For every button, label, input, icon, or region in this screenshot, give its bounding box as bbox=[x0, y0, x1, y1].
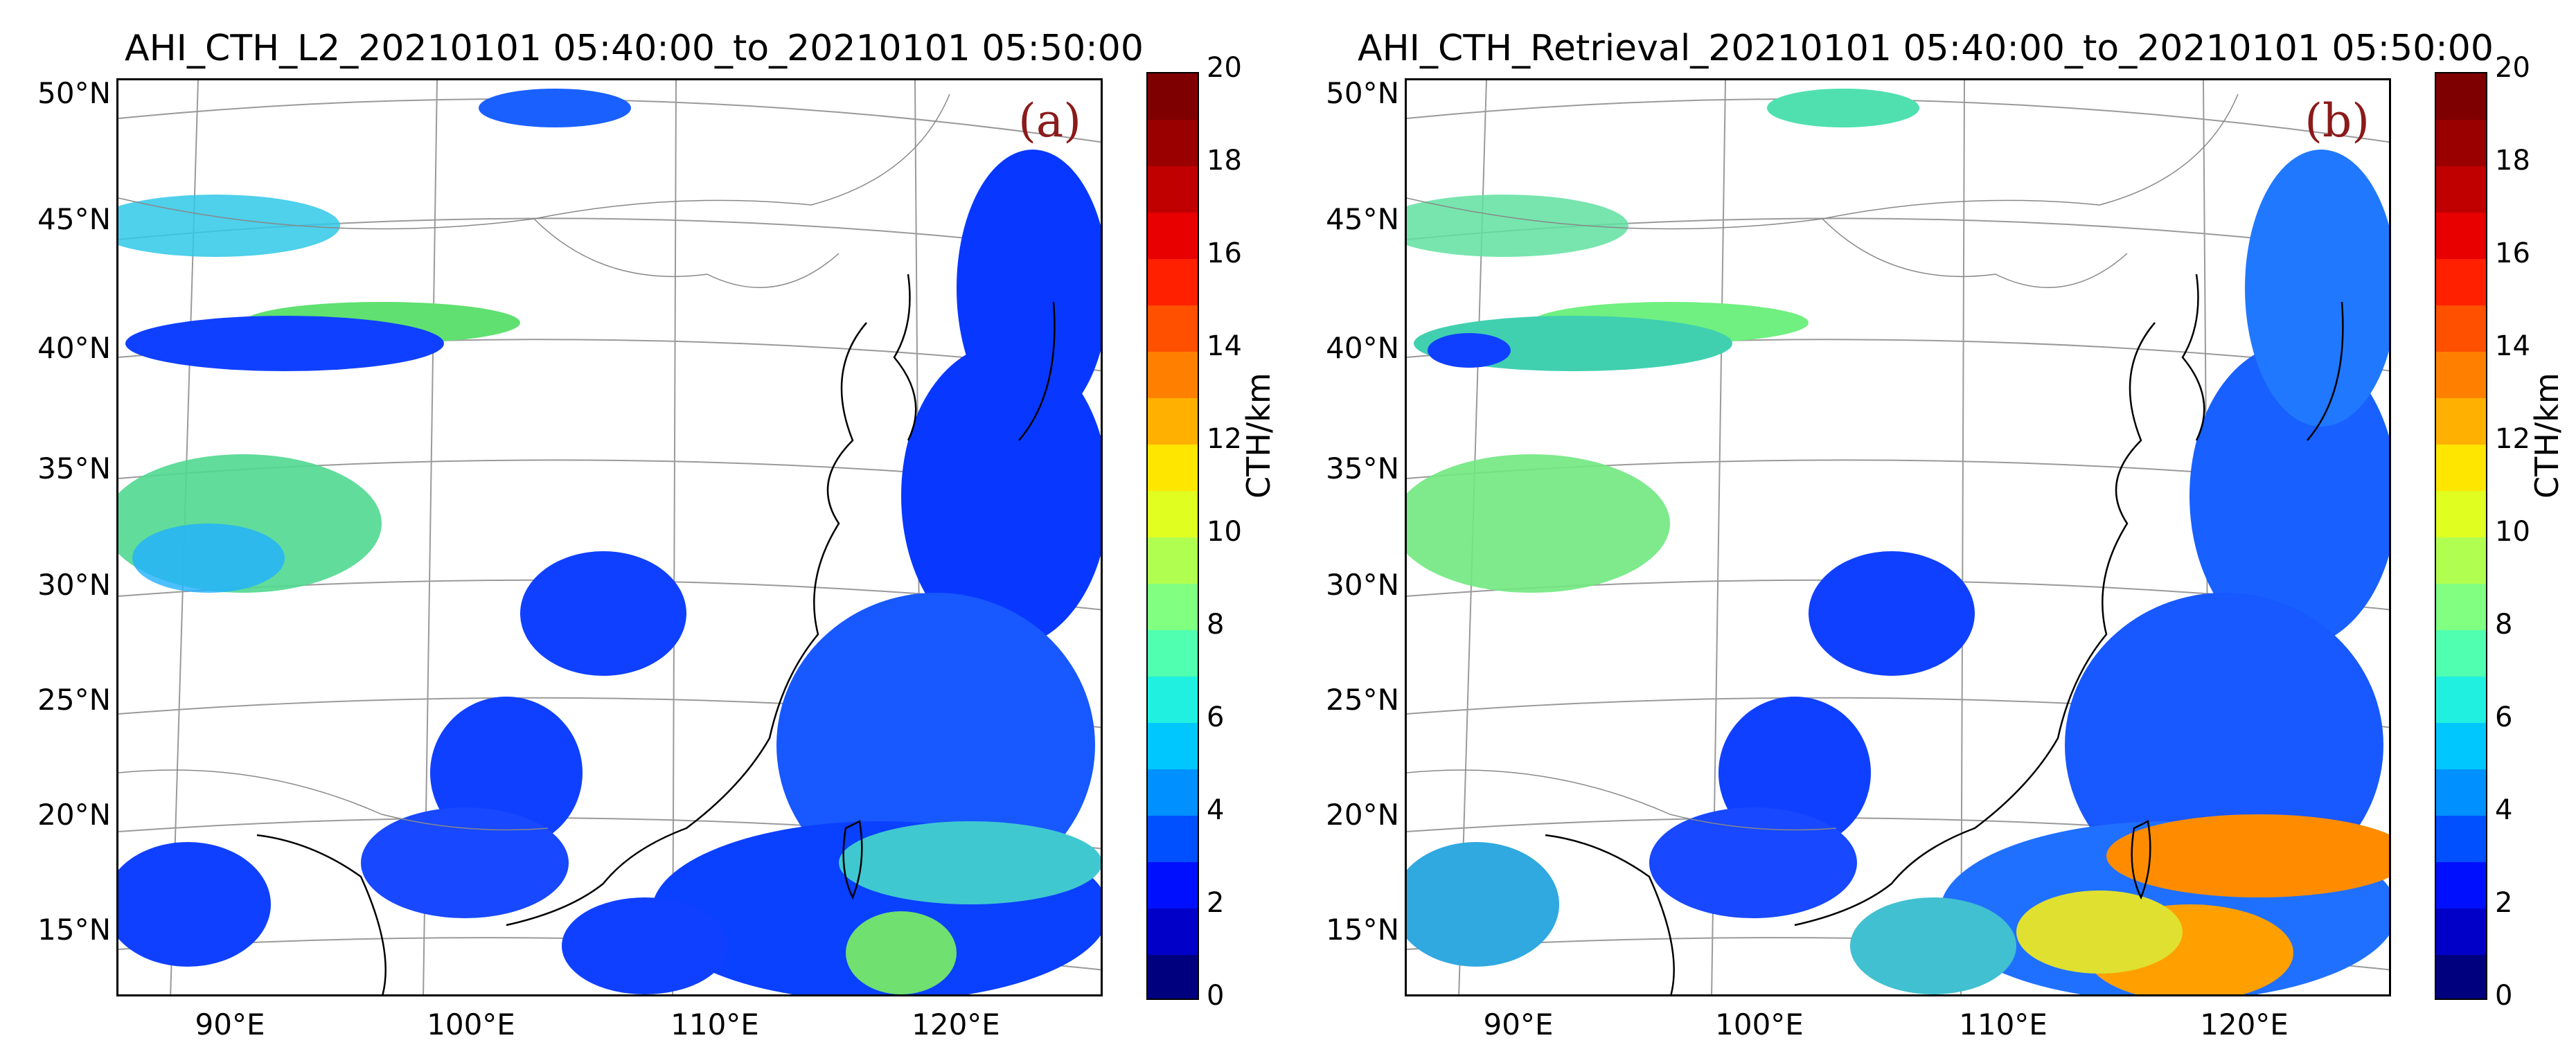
colorbar-label: CTH/km bbox=[2528, 373, 2566, 499]
lat-label: 20°N bbox=[1326, 798, 1399, 832]
lat-label: 40°N bbox=[37, 331, 111, 365]
map-canvas bbox=[118, 80, 1101, 994]
lon-label: 100°E bbox=[1715, 1008, 1804, 1041]
colorbar-tick: 6 bbox=[2495, 701, 2513, 733]
colorbar-tick: 4 bbox=[1207, 794, 1225, 826]
lat-label: 15°N bbox=[1326, 913, 1399, 947]
colorbar-tick: 6 bbox=[1207, 701, 1225, 733]
colorbar-tick: 0 bbox=[1207, 980, 1225, 1012]
colorbar-tick: 14 bbox=[2495, 330, 2530, 362]
colorbar-tick: 10 bbox=[1207, 516, 1242, 548]
colorbar-tick: 18 bbox=[1207, 145, 1242, 177]
lat-label: 25°N bbox=[1326, 683, 1399, 717]
cloud-top-height-map: (b) bbox=[1405, 78, 2391, 996]
lat-label: 40°N bbox=[1326, 331, 1399, 365]
lat-label: 30°N bbox=[37, 568, 111, 602]
lat-label: 25°N bbox=[37, 683, 111, 717]
lat-label: 50°N bbox=[1326, 76, 1399, 110]
borders bbox=[1407, 93, 2239, 831]
lon-label: 110°E bbox=[1959, 1008, 2048, 1041]
lat-label: 30°N bbox=[1326, 568, 1399, 602]
panel-title: AHI_CTH_Retrieval_20210101 05:40:00_to_2… bbox=[1358, 28, 2494, 69]
colorbar-tick: 20 bbox=[1207, 52, 1242, 84]
colorbar bbox=[2435, 72, 2487, 1000]
lat-label: 50°N bbox=[37, 76, 111, 110]
coastlines bbox=[1545, 274, 2344, 994]
panel-a: AHI_CTH_L2_20210101 05:40:00_to_20210101… bbox=[37, 28, 1277, 1041]
colorbar-tick: 14 bbox=[1207, 330, 1242, 362]
cloud-fields bbox=[1407, 89, 2389, 994]
lat-label: 20°N bbox=[37, 798, 111, 832]
colorbar-tick: 8 bbox=[1207, 609, 1225, 641]
panel-label: (a) bbox=[1018, 94, 1081, 147]
colorbar bbox=[1146, 72, 1199, 1000]
map-canvas bbox=[1407, 80, 2389, 994]
colorbar-tick: 10 bbox=[2495, 516, 2530, 548]
lon-label: 120°E bbox=[912, 1008, 1000, 1041]
lat-label: 35°N bbox=[1326, 451, 1399, 485]
panel-b: AHI_CTH_Retrieval_20210101 05:40:00_to_2… bbox=[1288, 0, 2576, 1056]
lon-label: 110°E bbox=[670, 1008, 759, 1041]
panel-label: (b) bbox=[2304, 94, 2370, 147]
lat-label: 45°N bbox=[1326, 202, 1399, 236]
colorbar-tick: 20 bbox=[2495, 52, 2530, 84]
lon-label: 100°E bbox=[427, 1008, 515, 1041]
lon-label: 90°E bbox=[1483, 1008, 1554, 1041]
lon-label: 90°E bbox=[195, 1008, 265, 1041]
colorbar-label: CTH/km bbox=[1240, 373, 1277, 499]
colorbar-tick: 12 bbox=[1207, 423, 1242, 455]
colorbar-tick: 16 bbox=[2495, 238, 2530, 269]
colorbar-tick: 0 bbox=[2495, 980, 2513, 1012]
colorbar-tick: 2 bbox=[1207, 887, 1225, 919]
borders bbox=[118, 93, 950, 831]
colorbar-tick: 8 bbox=[2495, 609, 2513, 641]
lat-label: 15°N bbox=[37, 913, 111, 947]
colorbar-tick: 2 bbox=[2495, 887, 2513, 919]
colorbar-tick: 12 bbox=[2495, 423, 2530, 455]
colorbar-tick: 18 bbox=[2495, 145, 2530, 177]
cloud-top-height-map: (a) bbox=[116, 78, 1103, 996]
lon-label: 120°E bbox=[2200, 1008, 2289, 1041]
lat-label: 45°N bbox=[37, 202, 111, 236]
lat-label: 35°N bbox=[37, 451, 111, 485]
panel-title: AHI_CTH_L2_20210101 05:40:00_to_20210101… bbox=[125, 28, 1144, 69]
cloud-fields bbox=[118, 89, 1101, 994]
colorbar-tick: 4 bbox=[2495, 794, 2513, 826]
coastlines bbox=[256, 274, 1056, 994]
colorbar-tick: 16 bbox=[1207, 238, 1242, 269]
